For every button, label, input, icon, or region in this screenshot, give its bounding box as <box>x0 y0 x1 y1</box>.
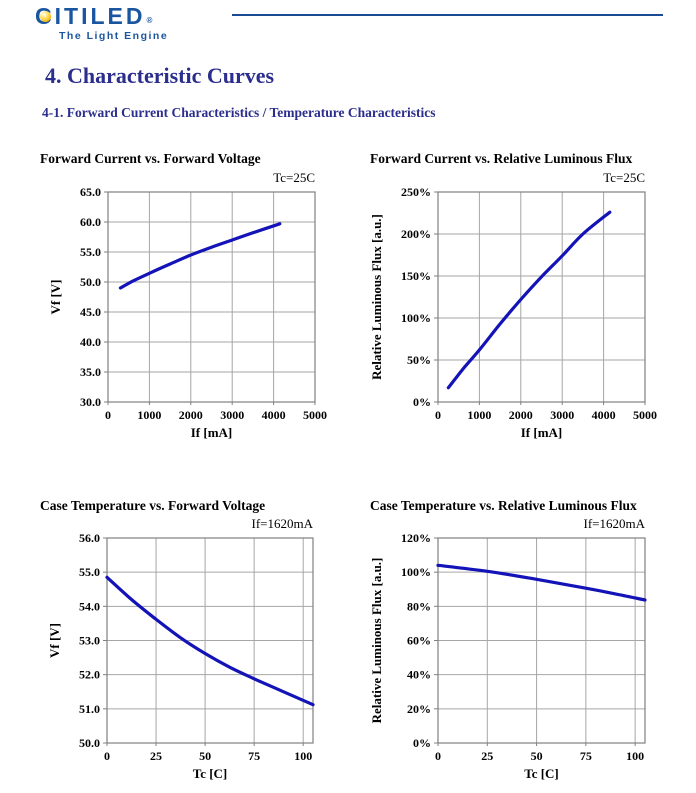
y-tick-label: 55.0 <box>79 565 100 579</box>
x-tick-label: 50 <box>531 749 543 763</box>
y-tick-label: 53.0 <box>79 634 100 648</box>
x-tick-label: 0 <box>104 749 110 763</box>
chart-title: Case Temperature vs. Relative Luminous F… <box>370 498 637 513</box>
logo-wordmark: C ITILED ® <box>35 3 168 29</box>
x-tick-label: 0 <box>435 408 441 422</box>
x-tick-label: 0 <box>435 749 441 763</box>
x-axis-title: If [mA] <box>191 425 233 440</box>
y-tick-label: 250% <box>401 185 431 199</box>
x-tick-label: 4000 <box>592 408 616 422</box>
y-axis-title: Relative Luminous Flux [a.u.] <box>369 214 384 380</box>
y-tick-label: 0% <box>413 395 431 409</box>
logo-registered-mark: ® <box>146 16 153 25</box>
y-tick-label: 51.0 <box>79 702 100 716</box>
plot-border <box>437 191 646 403</box>
chart-condition: If=1620mA <box>584 516 646 531</box>
chart-condition: If=1620mA <box>252 516 314 531</box>
x-tick-label: 5000 <box>633 408 657 422</box>
y-tick-label: 56.0 <box>79 531 100 545</box>
data-curve <box>446 210 612 390</box>
plot-border <box>106 537 314 744</box>
x-tick-label: 100 <box>294 749 312 763</box>
x-tick-label: 3000 <box>550 408 574 422</box>
chart-forward-current-vs-forward-voltage: Forward Current vs. Forward Voltage Tc=25… <box>40 151 327 440</box>
citiled-logo: C ITILED ® The Light Engine <box>35 3 168 42</box>
y-tick-label: 40.0 <box>80 335 101 349</box>
x-tick-label: 2000 <box>509 408 533 422</box>
plot-border <box>437 537 646 744</box>
x-tick-label: 2000 <box>179 408 203 422</box>
y-tick-label: 100% <box>401 565 431 579</box>
y-tick-label: 65.0 <box>80 185 101 199</box>
x-tick-label: 0 <box>105 408 111 422</box>
y-tick-label: 52.0 <box>79 668 100 682</box>
y-tick-label: 60.0 <box>80 215 101 229</box>
y-tick-label: 20% <box>407 702 431 716</box>
x-axis-title: Tc [C] <box>193 766 228 781</box>
logo-letter-c: C <box>35 3 55 29</box>
x-tick-label: 25 <box>481 749 493 763</box>
y-tick-label: 55.0 <box>80 245 101 259</box>
y-tick-label: 45.0 <box>80 305 101 319</box>
y-tick-label: 40% <box>407 668 431 682</box>
y-tick-label: 200% <box>401 227 431 241</box>
data-curve <box>105 575 315 707</box>
x-axis-title: If [mA] <box>521 425 563 440</box>
x-tick-label: 25 <box>150 749 162 763</box>
chart-condition: Tc=25C <box>273 170 315 185</box>
x-tick-label: 75 <box>580 749 592 763</box>
chart-case-temperature-vs-relative-luminous-flux: Case Temperature vs. Relative Luminous F… <box>369 498 647 781</box>
y-tick-label: 30.0 <box>80 395 101 409</box>
logo-tagline: The Light Engine <box>59 30 169 42</box>
chart-title: Forward Current vs. Forward Voltage <box>40 151 261 166</box>
y-tick-label: 35.0 <box>80 365 101 379</box>
y-tick-label: 150% <box>401 269 431 283</box>
data-curve <box>118 222 282 290</box>
plot-border <box>107 191 316 403</box>
y-axis-title: Relative Luminous Flux [a.u.] <box>369 558 384 724</box>
chart-condition: Tc=25C <box>603 170 645 185</box>
data-curve <box>436 563 647 602</box>
y-tick-label: 80% <box>407 599 431 613</box>
x-tick-label: 3000 <box>220 408 244 422</box>
section-heading: 4. Characteristic Curves <box>45 63 275 88</box>
y-tick-label: 60% <box>407 634 431 648</box>
y-tick-label: 50.0 <box>79 736 100 750</box>
logo-brand-text: ITILED <box>54 3 146 29</box>
y-tick-label: 120% <box>401 531 431 545</box>
y-axis-title: Vf [V] <box>47 623 62 658</box>
subsection-heading: 4-1. Forward Current Characteristics / T… <box>42 105 436 120</box>
x-tick-label: 5000 <box>303 408 327 422</box>
y-tick-label: 100% <box>401 311 431 325</box>
y-tick-label: 50% <box>407 353 431 367</box>
chart-case-temperature-vs-forward-voltage: Case Temperature vs. Forward Voltage If=1… <box>40 498 315 781</box>
header-rule <box>232 14 663 16</box>
x-tick-label: 1000 <box>467 408 491 422</box>
y-tick-label: 0% <box>413 736 431 750</box>
logo-yellow-ball-icon <box>40 11 51 22</box>
chart-forward-current-vs-relative-luminous-flux: Forward Current vs. Relative Luminous Fl… <box>369 151 657 440</box>
chart-title: Case Temperature vs. Forward Voltage <box>40 498 265 513</box>
x-tick-label: 75 <box>248 749 260 763</box>
x-axis-title: Tc [C] <box>524 766 559 781</box>
x-tick-label: 100 <box>626 749 644 763</box>
y-tick-label: 54.0 <box>79 599 100 613</box>
y-axis-title: Vf [V] <box>48 279 63 314</box>
y-tick-label: 50.0 <box>80 275 101 289</box>
x-tick-label: 1000 <box>137 408 161 422</box>
x-tick-label: 4000 <box>262 408 286 422</box>
x-tick-label: 50 <box>199 749 211 763</box>
chart-title: Forward Current vs. Relative Luminous Fl… <box>370 151 632 166</box>
